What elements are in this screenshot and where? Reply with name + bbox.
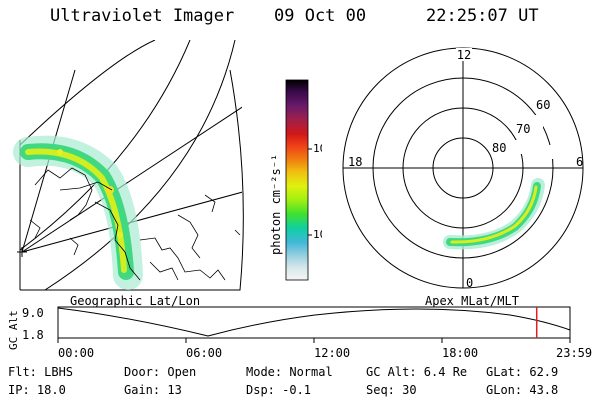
gc-alt-info: GC Alt: 6.4 Re — [366, 365, 468, 379]
filter-info: Flt: LBHS — [8, 365, 74, 379]
magnetic-polar-plot: 12 18 6 0 60 70 80 — [342, 47, 584, 290]
altitude-tick-bottom: 1.8 — [22, 328, 44, 342]
altitude-plot-frame — [57, 306, 571, 339]
dsp-info: Dsp: -0.1 — [246, 383, 312, 397]
right-map-label: Apex MLat/MLT — [425, 294, 519, 308]
time-label-1200: 12:00 — [314, 346, 351, 360]
altitude-tick-top: 9.0 — [22, 306, 44, 320]
color-scale: 100 10 photon cm⁻²s⁻¹ — [269, 79, 322, 281]
lat-circle — [44, 40, 236, 290]
time-label-2359: 23:59 — [556, 346, 593, 360]
meridian — [21, 106, 242, 253]
altitude-axis-label: GC Alt — [7, 310, 20, 350]
mlat-label-60: 60 — [536, 98, 550, 112]
altitude-curve — [57, 307, 571, 337]
map-frame — [19, 69, 244, 291]
colorbar-gradient — [285, 79, 309, 281]
instrument-title: Ultraviolet Imager — [50, 6, 235, 26]
lat-circle — [20, 40, 191, 251]
colorbar-label-10: 10 — [313, 228, 322, 241]
lat-circle — [20, 40, 156, 146]
mlt-label-6: 6 — [576, 155, 583, 169]
image-time: 22:25:07 UT — [426, 6, 539, 26]
mode-info: Mode: Normal — [246, 365, 333, 379]
seq-info: Seq: 30 — [366, 383, 417, 397]
pole-marker — [17, 247, 27, 257]
auroral-oval — [443, 178, 545, 250]
time-label-1800: 18:00 — [442, 346, 479, 360]
glat-info: GLat: 62.9 — [486, 365, 559, 379]
geographic-map — [13, 40, 244, 291]
colorbar-unit-label: photon cm⁻²s⁻¹ — [269, 154, 283, 255]
mlat-label-80: 80 — [492, 141, 506, 155]
time-axis-ticks — [57, 338, 571, 343]
coastlines — [29, 167, 241, 281]
door-info: Door: Open — [124, 365, 197, 379]
time-label-0000: 00:00 — [58, 346, 95, 360]
mlt-label-12: 12 — [457, 48, 471, 62]
left-map-label: Geographic Lat/Lon — [70, 294, 201, 308]
mlt-label-0: 0 — [466, 276, 473, 290]
glon-info: GLon: 43.8 — [486, 383, 559, 397]
ip-info: IP: 18.0 — [8, 383, 66, 397]
mlat-label-70: 70 — [516, 122, 530, 136]
altitude-timeline: GC Alt 9.0 1.8 — [7, 306, 571, 350]
colorbar-label-100: 100 — [313, 142, 322, 155]
time-label-0600: 06:00 — [186, 346, 223, 360]
gain-info: Gain: 13 — [124, 383, 182, 397]
aurora-band — [13, 135, 143, 290]
image-date: 09 Oct 00 — [274, 6, 367, 26]
mlt-label-18: 18 — [348, 155, 362, 169]
